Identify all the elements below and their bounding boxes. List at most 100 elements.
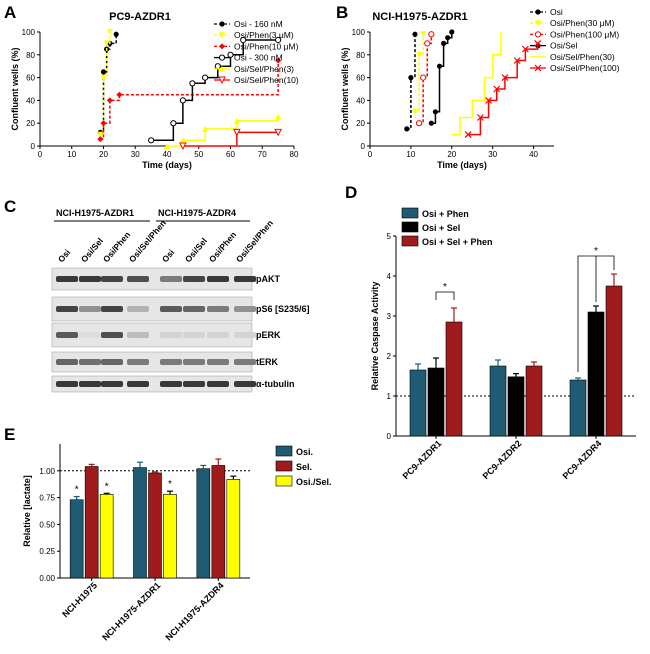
y-axis-label: Confluent wells (%) <box>10 47 20 130</box>
significance-star: * <box>75 485 79 496</box>
legend-label: Osi/Sel/Phen(3) <box>234 64 294 74</box>
data-point <box>445 35 451 41</box>
legend-label: Osi./Sel. <box>296 477 332 487</box>
data-point <box>441 40 447 47</box>
bar <box>507 376 525 437</box>
series-line <box>100 34 117 134</box>
x-tick-label: 20 <box>99 150 108 159</box>
blot-band <box>79 381 101 387</box>
data-point <box>534 39 542 47</box>
x-tick-label: NCI-H1975-AZDR1 <box>100 580 162 642</box>
x-tick-label: 50 <box>194 150 203 159</box>
bar <box>525 365 543 437</box>
blot-band <box>234 306 256 312</box>
legend-swatch <box>401 221 419 233</box>
legend-key-marker <box>534 64 542 72</box>
legend-label: Sel. <box>296 462 312 472</box>
legend-key-marker <box>219 65 225 72</box>
blot-band <box>127 306 149 312</box>
blot-band <box>183 381 205 387</box>
data-point <box>412 31 418 37</box>
x-tick-label: 0 <box>368 150 373 159</box>
series-line <box>100 32 111 136</box>
data-point <box>521 45 529 53</box>
data-point <box>202 125 209 132</box>
legend-swatch <box>401 235 419 247</box>
legend-key-marker <box>535 9 541 15</box>
blot-band <box>207 276 229 282</box>
bar <box>69 499 84 579</box>
data-point <box>116 91 123 98</box>
y-tick-label: 0.50 <box>39 520 55 529</box>
significance-star: * <box>105 481 109 492</box>
data-point <box>275 57 282 64</box>
blot-band <box>56 332 78 338</box>
y-tick-label: 5 <box>387 232 392 241</box>
blot-band <box>127 332 149 338</box>
blot-band <box>56 381 78 387</box>
x-tick-label: 30 <box>488 150 497 159</box>
data-point <box>513 57 521 64</box>
blot-band <box>207 359 229 365</box>
chart-title: NCI-H1975-AZDR1 <box>372 11 467 23</box>
chart-a: 0 10 20 30 40 50 60 70 80 0 20 40 60 80 100 Time (days)… <box>10 11 299 170</box>
data-point <box>233 117 240 124</box>
blot-band <box>183 306 205 312</box>
significance-star: * <box>168 479 172 490</box>
legend-key-marker <box>534 31 542 38</box>
data-point <box>100 74 107 81</box>
y-tick-label: 20 <box>356 119 365 128</box>
x-tick-label: 30 <box>131 150 140 159</box>
x-tick-label: 80 <box>290 150 299 159</box>
y-tick-label: 40 <box>26 96 35 105</box>
blot-band <box>160 276 182 282</box>
legend-label: Osi <box>550 7 563 17</box>
x-tick-label: PC9-AZDR2 <box>481 438 524 481</box>
legend-swatch <box>401 207 419 219</box>
blot-band <box>183 276 205 282</box>
y-axis-label: Relative [lactate] <box>22 475 32 547</box>
data-point <box>493 85 501 93</box>
panel-letter-c: C <box>4 197 16 216</box>
blot-row-label: pAKT <box>256 274 280 284</box>
x-tick-label: 0 <box>38 150 43 159</box>
bar <box>148 472 162 579</box>
y-tick-label: 1.00 <box>39 467 55 476</box>
data-point <box>103 40 110 47</box>
blot-band <box>207 332 229 338</box>
x-tick-label: 40 <box>529 150 538 159</box>
legend-label: Osi + Phen <box>422 209 469 219</box>
y-tick-label: 4 <box>387 272 392 281</box>
blot-row-label: pERK <box>256 330 281 340</box>
bar <box>163 494 177 579</box>
lane-label: Osi <box>56 247 72 264</box>
data-point <box>113 31 119 37</box>
series-line <box>451 32 502 136</box>
data-point <box>100 69 107 75</box>
data-point <box>420 74 427 81</box>
bar <box>133 467 147 579</box>
data-point <box>424 40 431 47</box>
blot-band <box>101 381 123 387</box>
data-point <box>179 137 186 144</box>
data-point <box>148 137 155 144</box>
data-point <box>428 120 434 126</box>
blot-band <box>234 276 256 282</box>
legend-label: Osi/Phen(100 μM) <box>550 29 619 39</box>
y-axis-label: Confluent wells (%) <box>340 47 350 130</box>
data-point <box>106 29 113 35</box>
blot-row-label: pS6 [S235/6] <box>256 304 310 314</box>
data-point <box>179 97 186 104</box>
y-tick-label: 80 <box>356 51 365 60</box>
legend-label: Osi + Sel <box>422 223 460 233</box>
data-point <box>449 29 455 35</box>
blot-row-label: α-tubulin <box>256 379 295 389</box>
y-tick-label: 100 <box>352 28 366 37</box>
blot-band <box>101 276 123 282</box>
y-tick-label: 0 <box>31 142 36 151</box>
blot-band <box>160 306 182 312</box>
lane-label: Osi/Phen <box>207 230 238 265</box>
blot-band <box>207 306 229 312</box>
data-point <box>179 142 187 151</box>
bar <box>84 466 99 579</box>
